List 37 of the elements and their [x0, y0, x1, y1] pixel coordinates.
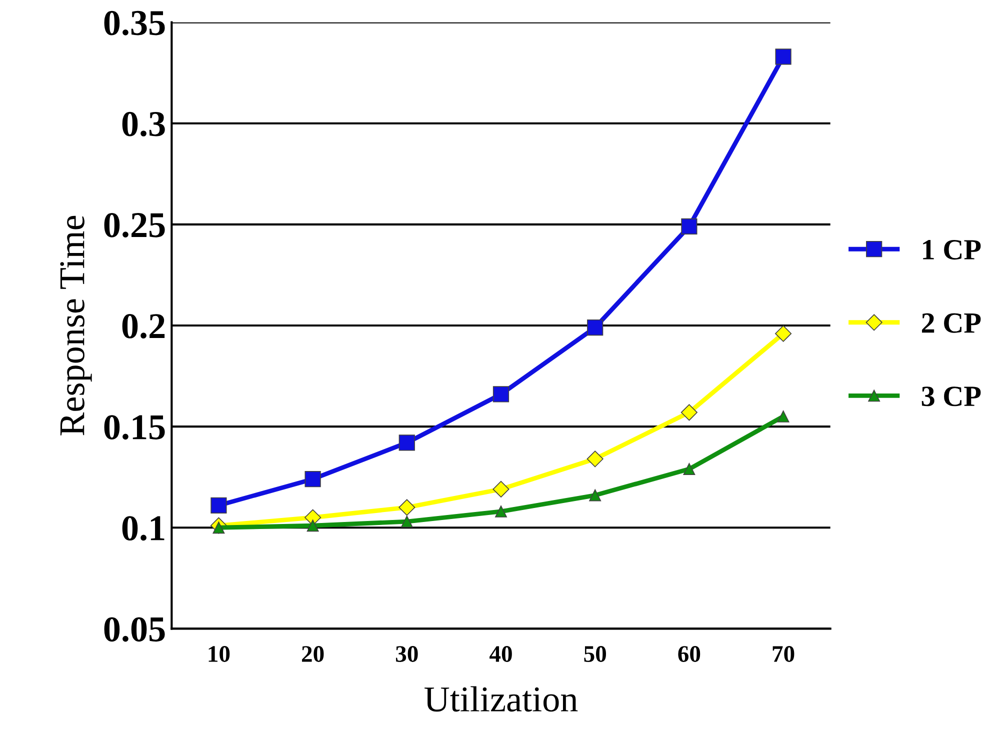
- y-tick-label: 0.25: [104, 212, 165, 238]
- point: [210, 497, 227, 514]
- y-tick-label: 0.1: [122, 516, 164, 541]
- legend-label: 1 CP: [923, 240, 981, 260]
- point: [304, 471, 321, 488]
- point: [492, 386, 510, 402]
- y-tick-label: 0.05: [104, 617, 165, 642]
- point: [775, 48, 792, 65]
- point: [587, 319, 604, 336]
- legend-label: 3 CP: [922, 386, 981, 406]
- x-tick-label: 20: [302, 646, 324, 662]
- point: [398, 499, 416, 516]
- y-tick-label: 0.35: [104, 10, 165, 36]
- x-tick-label: 40: [490, 646, 512, 662]
- point: [495, 505, 507, 518]
- x-tick-label: 60: [678, 646, 700, 662]
- y-axis-title: Response Time: [60, 216, 92, 436]
- y-tick-label: 0.3: [122, 112, 165, 136]
- y-tick-label: 0.2: [122, 314, 165, 339]
- x-tick-label: 30: [396, 646, 418, 662]
- x-tick-label: 10: [208, 646, 230, 662]
- point: [777, 410, 790, 422]
- point: [775, 325, 792, 342]
- point: [589, 489, 602, 502]
- y-tick-label: 0.15: [104, 415, 165, 440]
- point: [683, 463, 696, 475]
- point: [680, 404, 698, 421]
- point: [400, 516, 413, 528]
- point: [306, 520, 319, 532]
- point: [492, 480, 510, 498]
- legend-label: 2 CP: [922, 313, 981, 333]
- point: [681, 218, 698, 235]
- x-axis-title: Utilization: [424, 686, 578, 712]
- point: [586, 450, 604, 468]
- point: [398, 434, 415, 451]
- x-tick-label: 70: [772, 646, 794, 662]
- x-tick-label: 50: [584, 646, 606, 662]
